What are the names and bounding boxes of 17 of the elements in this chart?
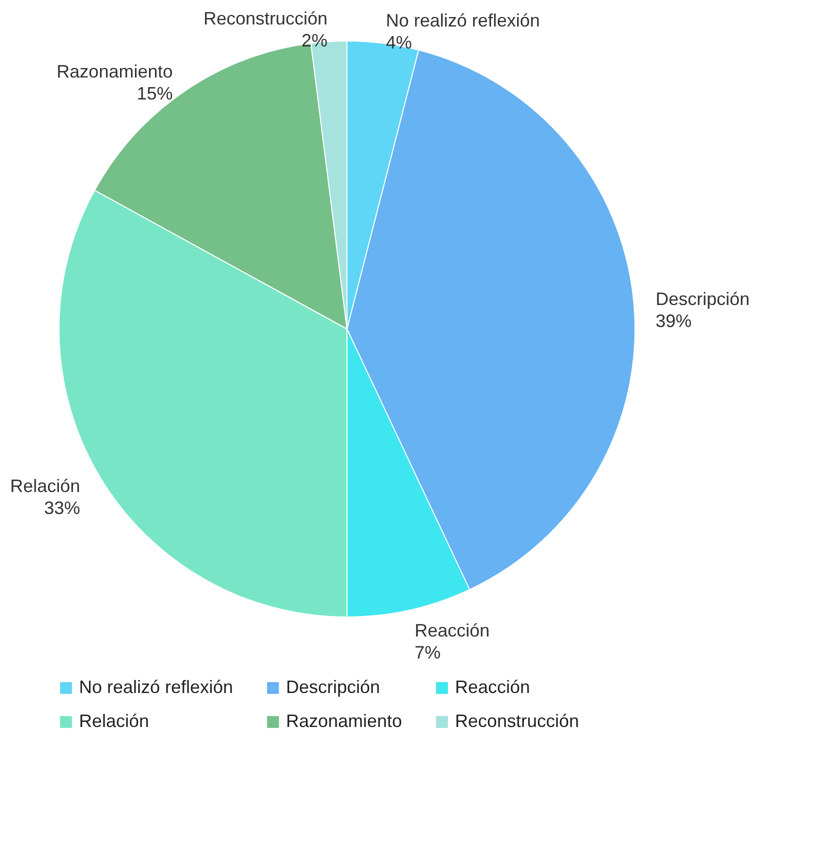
legend-label: Razonamiento — [286, 711, 402, 731]
slice-label: No realizó reflexión — [386, 10, 540, 30]
slice-label: Relación — [10, 476, 80, 496]
legend-label: No realizó reflexión — [79, 677, 234, 697]
legend-label: Reacción — [455, 677, 530, 697]
data-label: 15% — [136, 84, 173, 104]
slice-label: Descripción — [656, 288, 750, 309]
data-label: 2% — [302, 30, 328, 51]
slice-label: Razonamiento — [56, 62, 173, 82]
data-label: 33% — [44, 498, 80, 518]
slice-label: Reconstrucción — [203, 8, 328, 29]
legend-label: Relación — [79, 711, 150, 731]
data-label: 7% — [414, 642, 441, 663]
legend-label: Descripción — [286, 677, 380, 697]
slice-label: Reacción — [414, 620, 490, 641]
legend-label: Reconstrucción — [455, 711, 580, 731]
data-label: 39% — [656, 310, 692, 331]
